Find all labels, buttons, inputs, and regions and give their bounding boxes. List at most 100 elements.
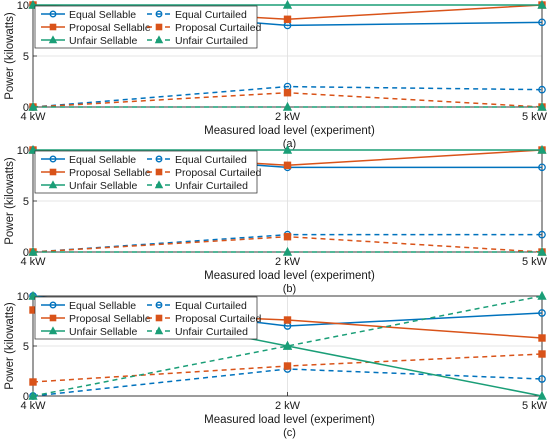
data-point [282, 246, 293, 256]
y-axis-label: Power (kilowatts) [4, 157, 16, 245]
legend-item: Proposal Sellable [41, 22, 151, 34]
legend-marker [49, 23, 57, 31]
y-tick-label: 10 [17, 291, 29, 303]
legend: Equal Sellable Equal Curtailed Proposal Se… [34, 296, 262, 340]
legend-label: Unfair Sellable [69, 35, 137, 47]
legend-label: Proposal Curtailed [175, 167, 262, 179]
y-tick-label: 5 [23, 196, 29, 208]
y-tick-label: 0 [23, 102, 29, 114]
legend-item: Unfair Curtailed [147, 180, 248, 192]
x-axis-label: Measured load level (experiment) [204, 125, 375, 137]
y-tick-label: 10 [17, 145, 29, 157]
legend-marker [48, 326, 58, 335]
y-tick-label: 10 [17, 0, 29, 12]
data-point [283, 362, 292, 370]
chart-panel-1: 0 5 10 4 kW 2 kW 5 kW Measured load level (exp… [4, 0, 548, 150]
legend-marker [155, 301, 163, 309]
data-point [538, 309, 546, 317]
legend-item: Proposal Curtailed [147, 313, 262, 325]
data-point [537, 144, 547, 154]
legend-label: Equal Sellable [69, 154, 136, 166]
legend-label: Unfair Curtailed [175, 180, 248, 192]
data-point [537, 390, 547, 400]
legend-marker [155, 314, 163, 322]
legend-marker [49, 10, 57, 18]
legend-marker [155, 168, 163, 176]
data-point [538, 163, 546, 172]
legend-marker [49, 301, 57, 309]
legend-marker [154, 326, 164, 335]
legend-label: Equal Sellable [69, 300, 136, 312]
legend-label: Proposal Sellable [69, 22, 151, 34]
legend-marker [155, 155, 163, 163]
legend-marker [155, 23, 163, 31]
legend-marker [49, 155, 57, 163]
data-point [538, 18, 546, 27]
y-tick-label: 5 [23, 51, 29, 63]
legend-label: Proposal Sellable [69, 313, 151, 325]
series-unfair-sellable [28, 0, 547, 9]
x-tick-label: 5 kW [522, 111, 548, 123]
x-tick-label: 2 kW [275, 111, 301, 123]
legend-item: Proposal Sellable [41, 313, 151, 325]
panel-label: (a) [283, 138, 296, 150]
legend-box [34, 5, 258, 49]
chart-panel-3: 0 5 10 4 kW 2 kW 5 kW Measured load level (exp… [4, 290, 548, 439]
panel-label: (b) [283, 283, 296, 295]
y-tick-label: 0 [23, 247, 29, 259]
legend-box [34, 150, 258, 194]
series-unfair-curtailed [28, 246, 547, 256]
series-line [32, 295, 543, 397]
legend-item: Equal Curtailed [147, 154, 247, 166]
data-point [29, 378, 37, 386]
data-point [283, 233, 292, 241]
legend-item: Unfair Sellable [41, 326, 137, 338]
legend-item: Equal Curtailed [147, 9, 247, 21]
x-tick-label: 4 kW [20, 111, 46, 123]
data-point [282, 340, 293, 350]
x-axis-label: Measured load level (experiment) [204, 414, 375, 426]
data-point [28, 390, 38, 400]
data-point [28, 246, 38, 256]
data-point [282, 0, 293, 9]
data-point [28, 101, 38, 111]
legend-item: Equal Sellable [41, 300, 136, 312]
y-tick-label: 0 [23, 391, 29, 403]
legend-item: Proposal Curtailed [147, 22, 262, 34]
chart-panel-2: 0 5 10 4 kW 2 kW 5 kW Measured load level (exp… [4, 144, 548, 295]
legend-item: Equal Curtailed [147, 300, 247, 312]
legend-marker [154, 180, 164, 189]
series-unfair-sellable [28, 144, 547, 154]
x-tick-label: 4 kW [20, 256, 46, 268]
series-proposal-curtailed [29, 350, 546, 386]
series-unfair-curtailed [28, 290, 547, 400]
legend-label: Equal Curtailed [175, 9, 247, 21]
data-point [538, 85, 546, 94]
legend-item: Unfair Curtailed [147, 326, 248, 338]
legend-label: Unfair Sellable [69, 180, 137, 192]
data-point [538, 350, 546, 358]
legend-item: Unfair Curtailed [147, 35, 248, 47]
x-tick-label: 2 kW [275, 400, 301, 412]
legend-label: Equal Curtailed [175, 300, 247, 312]
legend-marker [154, 35, 164, 44]
legend-label: Equal Sellable [69, 9, 136, 21]
legend-label: Equal Curtailed [175, 154, 247, 166]
legend-label: Unfair Curtailed [175, 326, 248, 338]
x-axis-label: Measured load level (experiment) [204, 270, 375, 282]
panel-label: (c) [283, 427, 296, 439]
legend-item: Proposal Sellable [41, 167, 151, 179]
series-unfair-curtailed [28, 101, 547, 111]
legend-item: Unfair Sellable [41, 180, 137, 192]
legend-label: Unfair Sellable [69, 326, 137, 338]
legend-marker [48, 180, 58, 189]
data-point [283, 15, 292, 23]
data-point [537, 0, 547, 9]
legend-label: Proposal Curtailed [175, 22, 262, 34]
legend: Equal Sellable Equal Curtailed Proposal Se… [34, 5, 262, 49]
data-point [282, 101, 293, 111]
data-point [283, 316, 292, 324]
data-point [283, 89, 292, 97]
series-line [32, 85, 543, 108]
